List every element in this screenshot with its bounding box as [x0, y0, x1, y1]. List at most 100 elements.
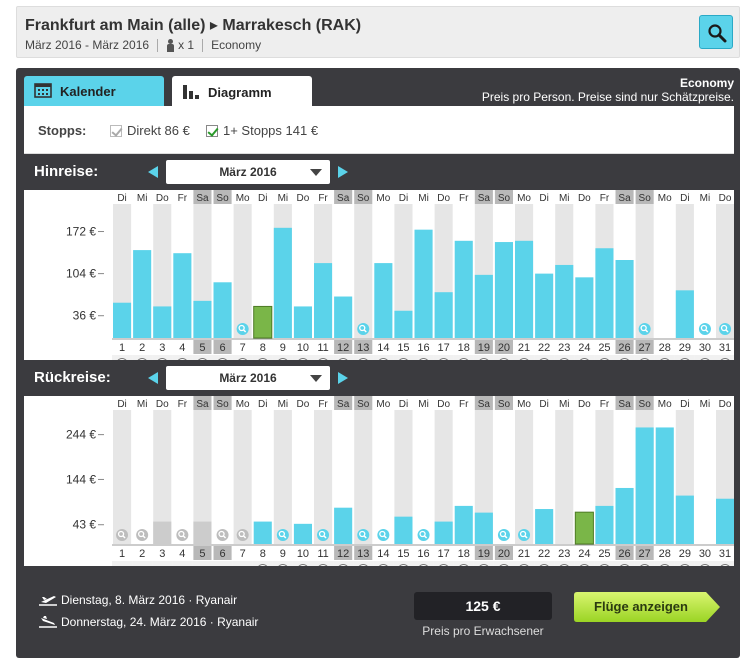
return-price-bar[interactable] — [615, 487, 634, 544]
day-number-bg — [555, 340, 574, 354]
weekday-header-bg — [354, 190, 373, 204]
weekday-label: Fr — [600, 193, 610, 204]
filter-direct-label: Direkt 86 € — [127, 123, 190, 138]
y-tick-label: 244 € — [66, 428, 96, 442]
outbound-month-select[interactable]: März 2016 — [166, 160, 330, 184]
return-price-bar[interactable] — [253, 521, 272, 544]
return-price-bar[interactable] — [655, 427, 674, 544]
search-day-icon[interactable] — [276, 529, 289, 541]
outbound-price-bar[interactable] — [394, 310, 413, 338]
weekday-label: So — [357, 193, 370, 204]
return-price-bar[interactable] — [434, 521, 453, 544]
outbound-price-bar[interactable] — [374, 263, 393, 338]
search-day-icon[interactable] — [638, 323, 651, 335]
outbound-price-bar[interactable] — [133, 250, 152, 338]
filter-direct[interactable]: Direkt 86 € — [110, 123, 190, 138]
outbound-price-bar[interactable] — [334, 296, 353, 338]
tab-diagramm[interactable]: Diagramm — [172, 76, 312, 108]
outbound-price-bar[interactable] — [414, 229, 433, 338]
return-price-bar[interactable] — [454, 505, 473, 544]
radio-row-bg — [192, 561, 213, 578]
day-number-bg — [193, 546, 212, 560]
search-day-icon[interactable] — [136, 529, 149, 541]
checkbox-direct[interactable] — [110, 124, 122, 137]
outbound-price-bar[interactable] — [173, 253, 192, 338]
search-day-icon[interactable] — [236, 529, 249, 541]
checkbox-multi-stop[interactable] — [206, 124, 218, 137]
outbound-price-bar[interactable] — [113, 302, 132, 338]
outbound-price-bar[interactable] — [293, 306, 312, 338]
search-day-icon[interactable] — [176, 529, 189, 541]
outbound-price-bar[interactable] — [494, 242, 513, 338]
next-month-arrow-icon[interactable] — [338, 372, 348, 384]
search-day-icon[interactable] — [357, 529, 370, 541]
day-number-label: 29 — [679, 548, 691, 560]
outbound-price-bar[interactable] — [535, 273, 554, 338]
return-price-bar[interactable] — [474, 512, 493, 544]
day-number-bg — [213, 546, 232, 560]
return-price-bar[interactable] — [293, 523, 312, 544]
prev-month-arrow-icon[interactable] — [148, 166, 158, 178]
y-tick-label: 36 € — [73, 309, 97, 323]
outbound-price-bar[interactable] — [615, 260, 634, 338]
return-price-bar[interactable] — [334, 507, 353, 544]
search-day-icon[interactable] — [357, 323, 370, 335]
next-month-arrow-icon[interactable] — [338, 166, 348, 178]
weekday-header-bg — [474, 396, 493, 410]
search-day-icon[interactable] — [698, 323, 711, 335]
return-price-bar[interactable] — [595, 505, 614, 544]
search-day-icon[interactable] — [417, 529, 430, 541]
day-number-label: 6 — [219, 548, 225, 560]
outbound-price-bar[interactable] — [515, 240, 534, 338]
tab-kalender[interactable]: Kalender — [24, 76, 164, 106]
outbound-price-bar[interactable] — [213, 282, 232, 338]
outbound-price-bar[interactable] — [434, 292, 453, 338]
day-number-label: 29 — [679, 342, 691, 354]
return-price-bar[interactable] — [535, 509, 554, 544]
outbound-price-bar[interactable] — [273, 227, 292, 338]
prev-month-arrow-icon[interactable] — [148, 372, 158, 384]
weekday-header-bg — [334, 190, 353, 204]
return-price-bar[interactable] — [574, 511, 594, 545]
return-price-bar[interactable] — [635, 427, 654, 544]
outbound-price-bar[interactable] — [575, 277, 594, 338]
return-price-bar[interactable] — [675, 495, 694, 544]
radio-row-bg — [132, 561, 153, 578]
day-number-bg — [494, 340, 513, 354]
outbound-price-bar[interactable] — [595, 248, 614, 338]
outbound-price-bar[interactable] — [675, 290, 694, 338]
y-tick-label: 144 € — [66, 472, 96, 486]
search-day-icon[interactable] — [719, 323, 732, 335]
search-day-icon[interactable] — [317, 529, 330, 541]
return-price-bar[interactable] — [394, 516, 413, 544]
outbound-price-bar[interactable] — [153, 306, 172, 338]
button-shape — [574, 592, 720, 622]
outbound-price-bar[interactable] — [454, 240, 473, 338]
weekday-label: Mi — [700, 193, 711, 204]
search-day-icon[interactable] — [236, 323, 249, 335]
outbound-price-bar[interactable] — [314, 263, 333, 338]
search-day-icon[interactable] — [497, 529, 510, 541]
filter-multi-stop[interactable]: 1+ Stopps 141 € — [206, 123, 318, 138]
day-column — [515, 410, 534, 544]
search-day-icon[interactable] — [518, 529, 531, 541]
weekday-label: Mo — [376, 399, 390, 410]
search-day-icon[interactable] — [216, 529, 229, 541]
weekday-header-bg — [535, 396, 554, 410]
day-column — [193, 410, 212, 544]
day-column — [133, 410, 152, 544]
outbound-price-bar[interactable] — [555, 264, 574, 338]
outbound-price-bar[interactable] — [193, 300, 212, 338]
search-button[interactable] — [699, 15, 733, 49]
search-day-icon[interactable] — [377, 529, 390, 541]
outbound-price-bar[interactable] — [253, 305, 273, 339]
return-price-bar[interactable] — [716, 498, 735, 544]
day-number-label: 11 — [317, 548, 328, 560]
day-number-bg — [675, 546, 694, 560]
day-number-label: 23 — [558, 548, 570, 560]
search-day-icon[interactable] — [116, 529, 129, 541]
show-flights-button[interactable]: Flüge anzeigen — [574, 592, 720, 622]
day-number-bg — [314, 546, 333, 560]
outbound-price-bar[interactable] — [474, 274, 493, 338]
return-month-select[interactable]: März 2016 — [166, 366, 330, 390]
